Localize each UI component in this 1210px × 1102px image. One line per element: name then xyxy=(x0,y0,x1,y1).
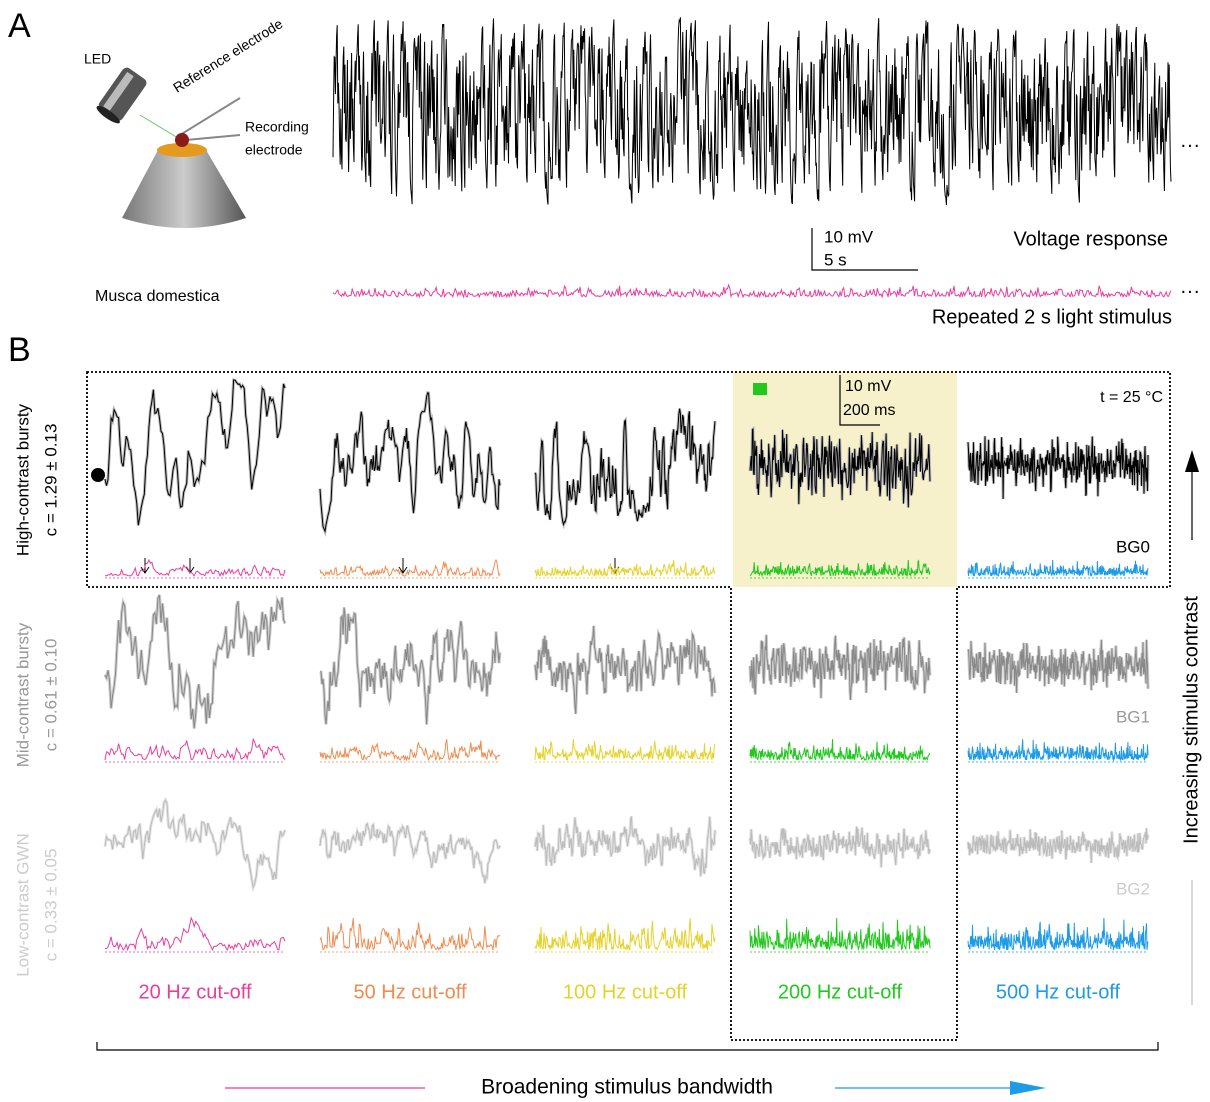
contrast-arrow xyxy=(1185,450,1199,472)
stimulus-trace xyxy=(968,560,1148,576)
led xyxy=(94,66,178,138)
voltage-trace xyxy=(333,17,1171,205)
voltage-halo xyxy=(105,800,285,887)
panel-label: B xyxy=(8,331,31,369)
stimulus-trace xyxy=(105,739,285,760)
traces xyxy=(105,380,1148,952)
recording-electrode xyxy=(186,135,240,140)
background-label: BG2 xyxy=(1116,879,1150,898)
reference-electrode xyxy=(180,98,240,135)
stimulus-trace xyxy=(333,285,1171,297)
stimulus-trace xyxy=(968,739,1148,760)
scale-time: 200 ms xyxy=(843,402,895,419)
row-contrast: c = 0.61 ± 0.10 xyxy=(41,639,60,752)
scale-time: 5 s xyxy=(824,250,847,269)
scale-voltage: 10 mV xyxy=(845,378,892,395)
stimulus-trace xyxy=(320,739,500,760)
voltage-trace xyxy=(105,800,285,887)
reference-electrode-label: Reference electrode xyxy=(170,15,286,95)
scale-voltage: 10 mV xyxy=(824,227,874,246)
stimulus-trace xyxy=(320,918,500,950)
row-name: Mid-contrast bursty xyxy=(13,622,32,767)
temperature: t = 25 °C xyxy=(1100,389,1163,406)
stimulus-trace xyxy=(750,918,930,950)
row-contrast: c = 1.29 ± 0.13 xyxy=(41,424,60,537)
row-name: Low-contrast GWN xyxy=(13,833,32,977)
column-label: 500 Hz cut-off xyxy=(996,981,1121,1003)
stimulus-trace xyxy=(105,918,285,950)
stimulus-trace xyxy=(535,918,715,950)
stimulus-trace xyxy=(320,560,500,576)
row-contrast: c = 0.33 ± 0.05 xyxy=(41,849,60,962)
background-label: BG1 xyxy=(1116,707,1150,726)
stimulus-trace xyxy=(333,285,1171,297)
recording-electrode-label: Recording xyxy=(245,119,309,135)
column-label: 50 Hz cut-off xyxy=(353,981,466,1003)
voltage-trace xyxy=(535,816,715,876)
column-label: 200 Hz cut-off xyxy=(778,981,903,1003)
marker xyxy=(91,468,105,482)
stimulus-trace xyxy=(968,918,1148,950)
stimulus-label: Repeated 2 s light stimulus xyxy=(932,306,1172,328)
stimulus-trace xyxy=(535,560,715,576)
marker xyxy=(753,383,767,395)
recording-electrode-label: electrode xyxy=(245,142,303,158)
background-label: BG0 xyxy=(1116,537,1150,556)
continuation: ··· xyxy=(1180,280,1200,302)
continuation: ··· xyxy=(1180,134,1200,156)
panel-label: A xyxy=(8,7,31,45)
fly-stand xyxy=(122,133,246,228)
voltage-trace xyxy=(333,17,1171,205)
stimulus-trace xyxy=(105,560,285,576)
column-label: 100 Hz cut-off xyxy=(563,981,688,1003)
species-label: Musca domestica xyxy=(95,288,220,305)
voltage-halo xyxy=(320,824,500,884)
bracket xyxy=(97,1042,1158,1050)
response-label: Voltage response xyxy=(1013,228,1168,250)
stimulus-trace xyxy=(535,739,715,760)
contrast-axis: Increasing stimulus contrast xyxy=(1180,596,1202,844)
row-name: High-contrast bursty xyxy=(13,403,32,556)
bandwidth-arrow xyxy=(1010,1081,1046,1095)
led-label: LED xyxy=(84,51,111,67)
stimulus-trace xyxy=(750,739,930,760)
bandwidth-axis: Broadening stimulus bandwidth xyxy=(481,1076,773,1099)
figure: A LED Reference electrode Recording elec… xyxy=(0,0,1210,1102)
column-label: 20 Hz cut-off xyxy=(138,981,251,1003)
voltage-halo xyxy=(105,595,285,729)
